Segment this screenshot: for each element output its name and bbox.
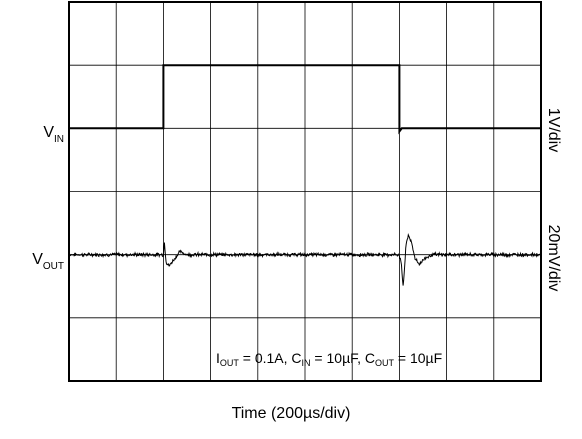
vout-label-sub: OUT bbox=[43, 261, 64, 272]
plot-frame bbox=[68, 1, 542, 382]
annotation-text: = 10µF bbox=[394, 350, 443, 366]
vin-label-main: V bbox=[43, 124, 54, 141]
annotation-subscript: IN bbox=[301, 358, 311, 368]
annotation-text: I bbox=[216, 350, 220, 366]
annotation-text: = 0.1A, C bbox=[238, 350, 302, 366]
grid-lines bbox=[69, 2, 541, 381]
vin-channel-label: VIN bbox=[43, 124, 64, 145]
annotation-text: = 10µF, C bbox=[310, 350, 376, 366]
test-conditions-annotation: IOUT = 0.1A, CIN = 10µF, COUT = 10µF bbox=[216, 350, 442, 368]
waveform-traces bbox=[68, 64, 542, 286]
vin-scale-label: 1V/div bbox=[545, 108, 562, 152]
vin-label-sub: IN bbox=[54, 134, 64, 145]
vin-trace bbox=[69, 64, 541, 135]
vout-scale-label: 20mV/div bbox=[545, 225, 562, 292]
vout-channel-label: VOUT bbox=[32, 251, 64, 272]
vout-label-main: V bbox=[32, 251, 43, 268]
annotation-subscript: OUT bbox=[375, 358, 395, 368]
x-axis-label: Time (200µs/div) bbox=[231, 405, 351, 422]
annotation-subscript: OUT bbox=[219, 358, 239, 368]
vout-trace bbox=[68, 233, 542, 286]
